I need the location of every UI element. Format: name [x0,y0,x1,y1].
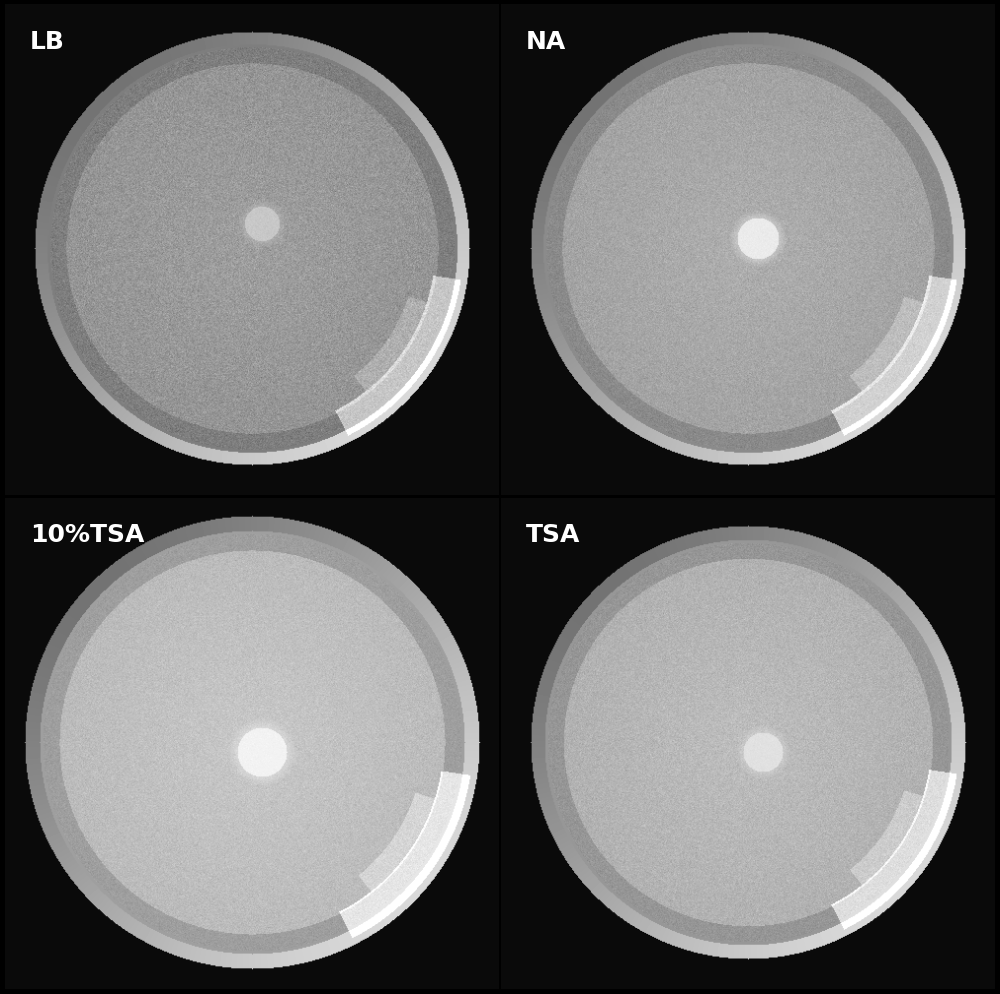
Text: LB: LB [30,30,65,54]
Text: TSA: TSA [526,523,580,547]
Text: 10%TSA: 10%TSA [30,523,144,547]
Text: NA: NA [526,30,566,54]
